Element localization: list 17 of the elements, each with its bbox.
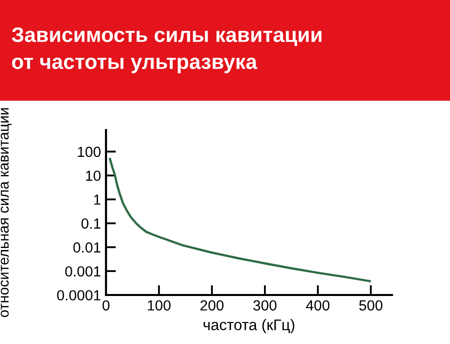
y-tick-label: 10 [86,170,101,181]
line-series [108,158,371,282]
x-axis-title: частота (кГц) [204,319,294,334]
y-tick-label: 100 [78,146,101,158]
x-tick-label: 200 [200,300,224,311]
chart-title: Зависимость силы кавитации от частоты ультразвука [12,27,322,74]
x-tick-label: 400 [306,300,330,311]
y-tick-label: 0.1 [81,218,100,229]
x-tick-label: 300 [253,300,276,311]
y-tick-label: 1 [94,194,100,205]
y-tick-label: 0.01 [73,242,100,253]
x-tick-label: 500 [359,300,382,311]
y-tick-label: 0.0001 [57,290,100,300]
x-tick-label: 100 [148,300,171,311]
y-axis-title: относительная сила кавитации [0,108,12,318]
x-tick-label: 0 [102,300,110,311]
y-tick-label: 0.001 [65,266,100,277]
